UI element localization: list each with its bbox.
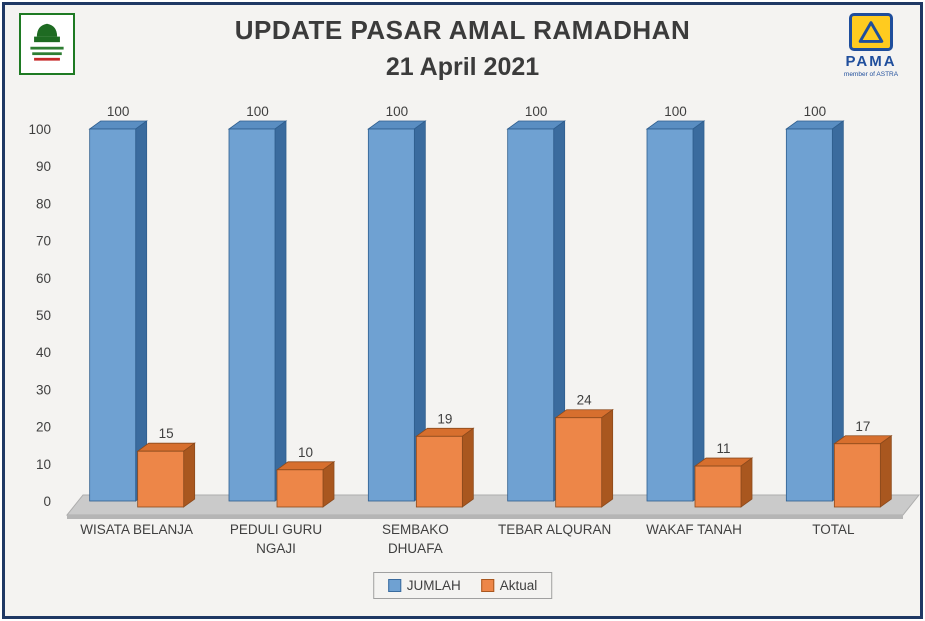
y-tick-label: 50 (36, 308, 51, 323)
data-label-jumlah: 100 (246, 104, 269, 119)
chart-floor-edge (67, 515, 903, 519)
y-tick-label: 40 (36, 345, 51, 360)
data-label-aktual: 19 (437, 411, 452, 426)
y-tick-label: 20 (36, 420, 51, 435)
pama-triangle-icon (858, 21, 884, 43)
y-tick-label: 90 (36, 159, 51, 174)
bar-front-aktual (833, 443, 881, 508)
bar-side-aktual (461, 427, 474, 508)
data-label-jumlah: 100 (804, 104, 827, 119)
y-tick-label: 60 (36, 271, 51, 286)
data-label-jumlah: 100 (664, 104, 687, 119)
y-tick-label: 10 (36, 457, 51, 472)
data-label-jumlah: 100 (386, 104, 409, 119)
bar-front-jumlah (228, 128, 276, 502)
category-label-line: NGAJI (256, 540, 296, 556)
bar-front-jumlah (646, 128, 694, 502)
bar-side-jumlah (135, 120, 148, 502)
legend-swatch-aktual (480, 579, 494, 592)
y-tick-label: 30 (36, 382, 51, 397)
data-label-aktual: 17 (855, 419, 870, 434)
bar-front-aktual (415, 435, 463, 508)
bar-side-aktual (879, 434, 892, 508)
data-label-jumlah: 100 (525, 104, 548, 119)
bar-front-jumlah (89, 128, 137, 502)
mosque-emblem-icon (30, 23, 64, 61)
bar-side-jumlah (274, 120, 287, 502)
pama-subtext: member of ASTRA (843, 71, 899, 78)
bar-side-aktual (740, 457, 753, 508)
bar-side-aktual (322, 461, 335, 508)
legend-item-jumlah: JUMLAH (387, 578, 461, 593)
data-label-aktual: 11 (716, 441, 730, 456)
legend-label-jumlah: JUMLAH (406, 578, 461, 593)
pama-logo: PAMA member of ASTRA (836, 13, 906, 78)
pama-wordmark: PAMA (845, 53, 897, 70)
title-line-2: 21 April 2021 (385, 53, 540, 81)
chart-title: UPDATE PASAR AMAL RAMADHAN 21 April 2021 (5, 15, 920, 82)
bar-front-jumlah (507, 128, 555, 502)
bar-side-aktual (601, 408, 614, 508)
pama-mark-icon (849, 13, 893, 51)
y-tick-label: 100 (28, 122, 51, 137)
bar-chart-plot: 0 10 20 30 40 50 60 70 80 90 100 100 15 100 10 100 19 100… (28, 104, 920, 519)
bar-side-jumlah (692, 120, 705, 502)
category-label-line: DHUAFA (387, 540, 443, 556)
chart-legend: JUMLAH Aktual (372, 572, 553, 599)
data-label-aktual: 15 (159, 426, 174, 441)
bar-front-jumlah (367, 128, 415, 502)
y-tick-label: 0 (43, 494, 51, 509)
legend-swatch-jumlah (387, 579, 401, 592)
title-line-1: UPDATE PASAR AMAL RAMADHAN (234, 15, 691, 45)
bar-front-aktual (137, 450, 185, 508)
data-label-jumlah: 100 (107, 104, 130, 119)
data-label-aktual: 10 (298, 445, 313, 460)
y-tick-label: 80 (36, 196, 51, 211)
bar-front-aktual (694, 465, 742, 508)
legend-label-aktual: Aktual (499, 578, 538, 593)
bar-front-jumlah (785, 128, 833, 502)
y-tick-label: 70 (36, 234, 51, 249)
bar-front-aktual (555, 417, 603, 508)
bar-front-aktual (276, 469, 324, 508)
legend-item-aktual: Aktual (480, 578, 538, 593)
mosque-logo (19, 13, 75, 75)
bar-side-aktual (183, 442, 196, 508)
data-label-aktual: 24 (577, 393, 593, 408)
